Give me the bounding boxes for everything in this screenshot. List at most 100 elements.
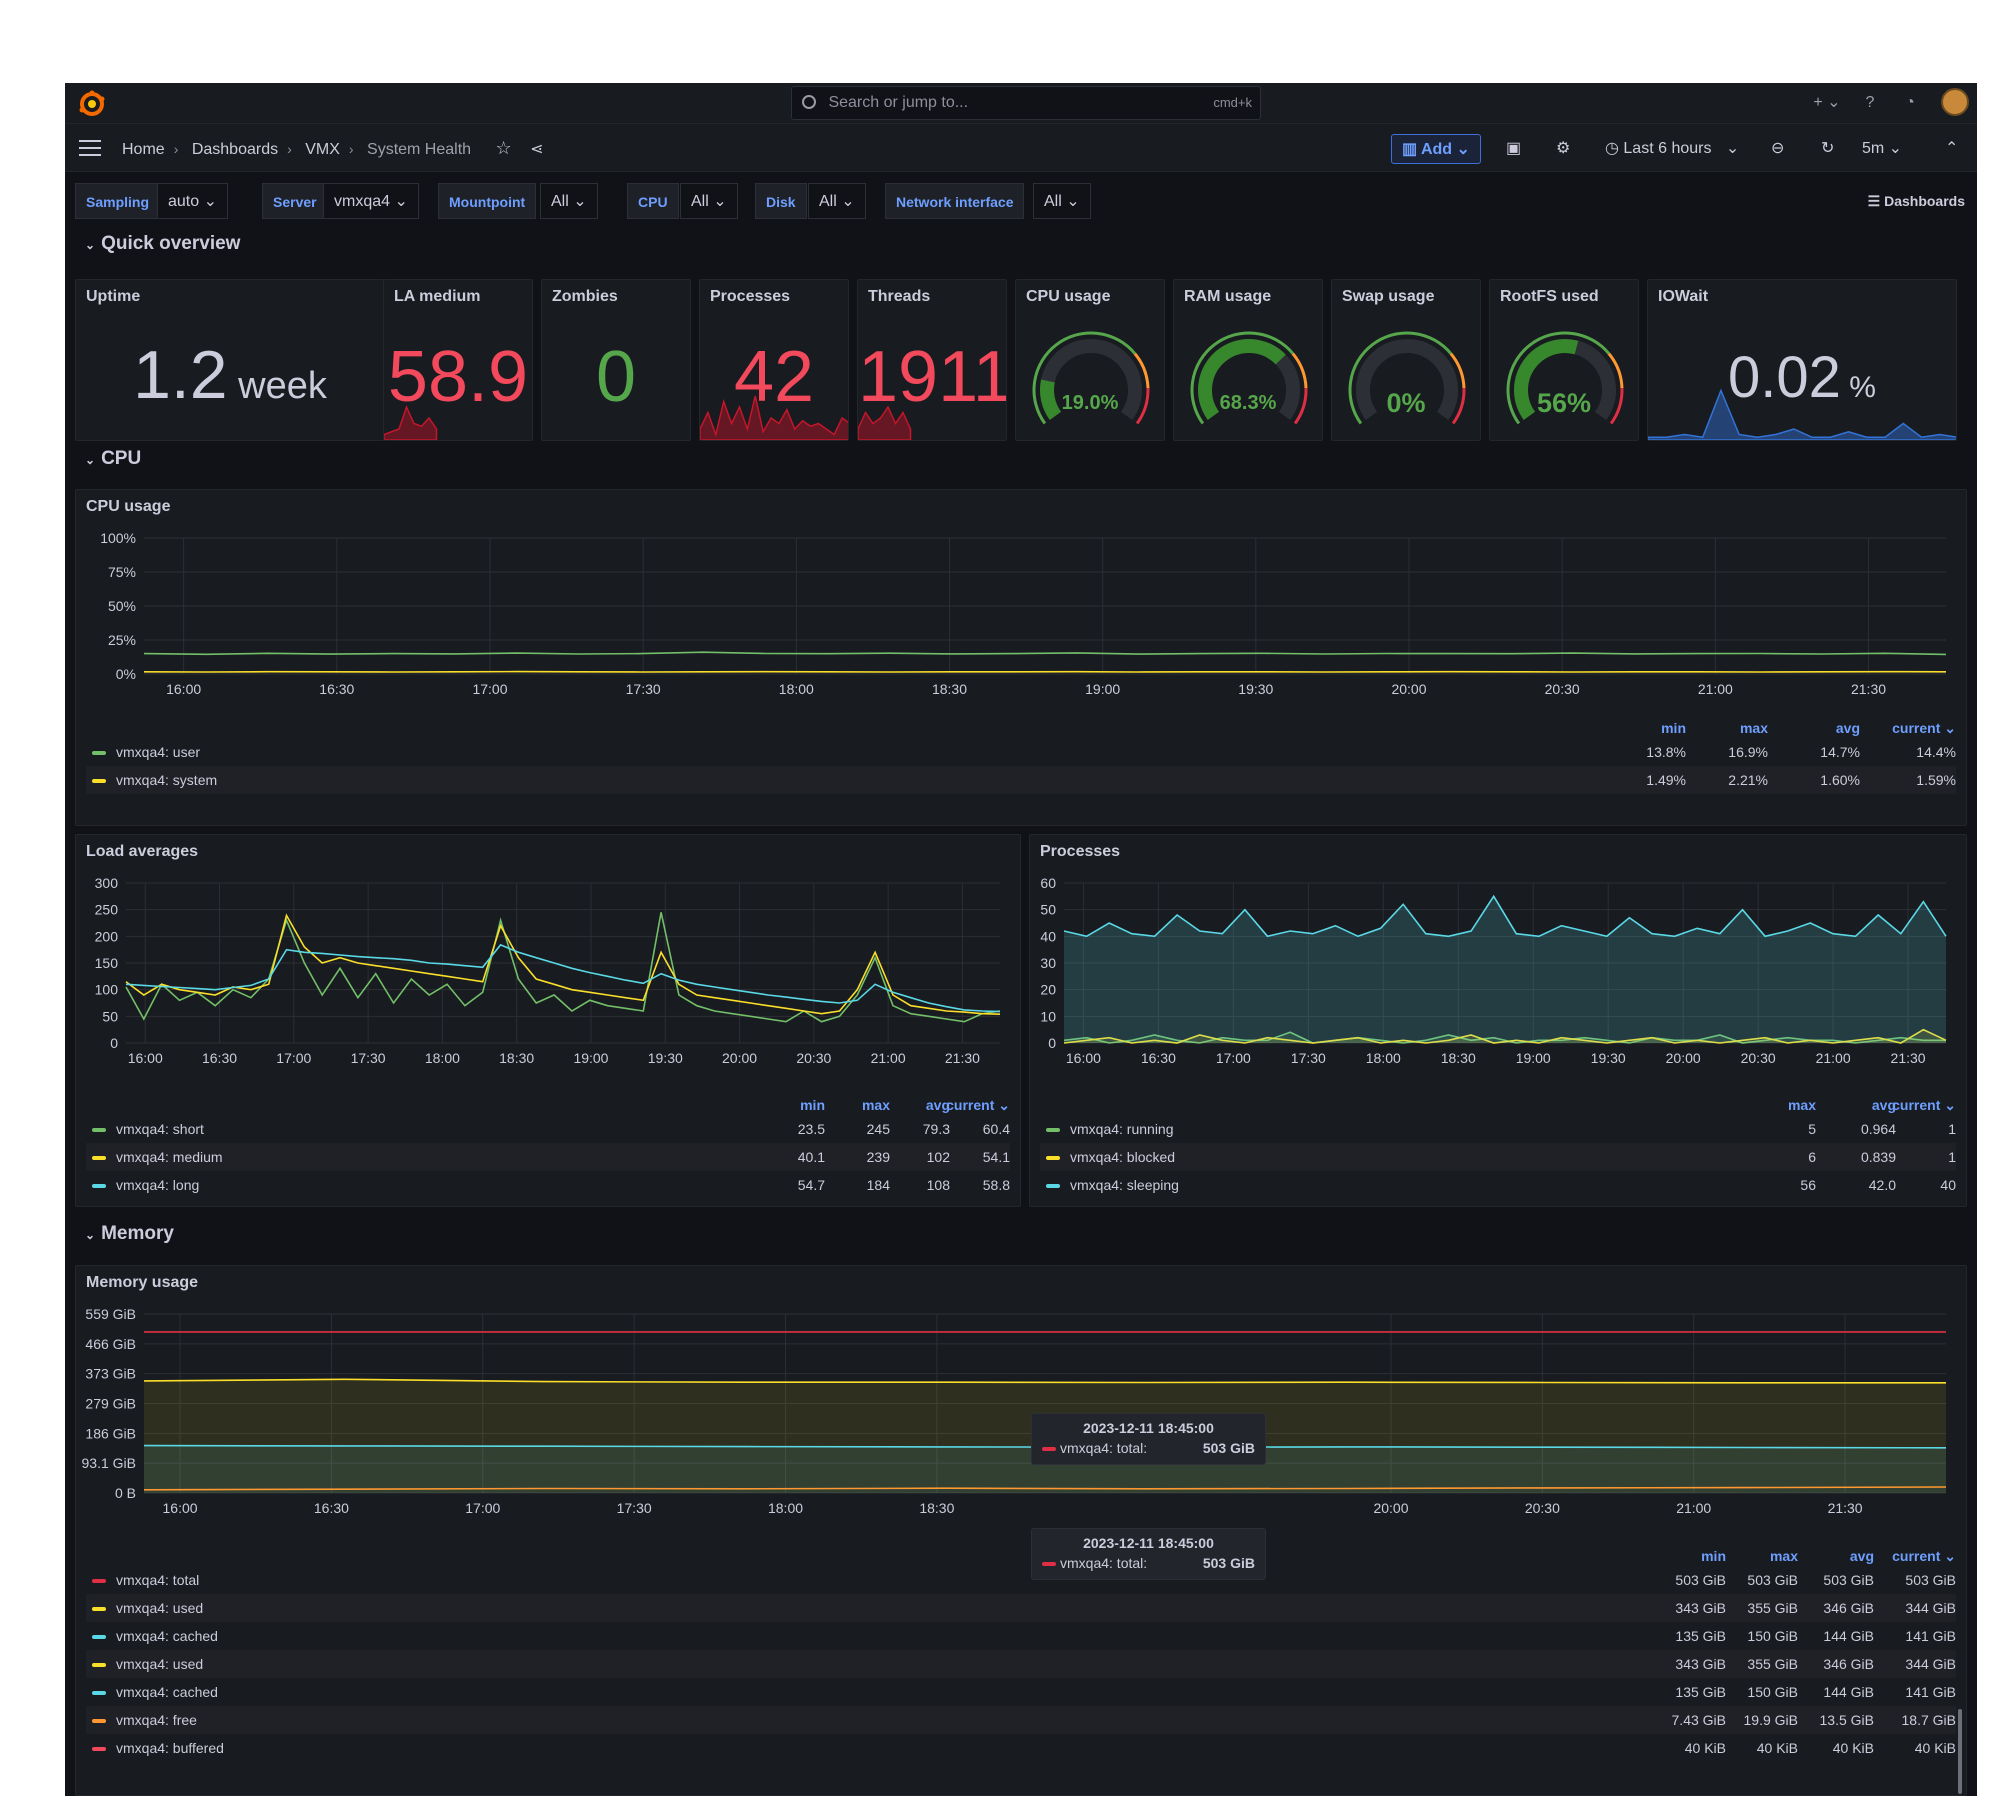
legend-header-max[interactable]: max [1787, 1097, 1816, 1113]
stat-panel-processes[interactable]: Processes 42 [699, 279, 849, 441]
user-avatar[interactable] [1941, 88, 1969, 116]
legend-row[interactable]: vmxqa4: user 13.8% 16.9% 14.7% 14.4% [86, 738, 1956, 766]
legend-value-min: 135 GiB [1675, 1684, 1726, 1700]
legend-header-max[interactable]: max [1769, 1548, 1798, 1564]
panel-load-averages[interactable]: Load averages 0 50 100 150 200 250 300 16:00 16:… [75, 834, 1021, 1207]
panel-cpu-usage[interactable]: CPU usage 0% 25% 50% 75% 100% 16:00 16:30 17:00… [75, 489, 1967, 826]
stat-panel-zombies[interactable]: Zombies 0 [541, 279, 691, 441]
legend-row[interactable]: vmxqa4: blocked 6 0.839 1 [1040, 1143, 1956, 1171]
legend-row[interactable]: vmxqa4: long 54.7 184 108 58.8 [86, 1171, 1010, 1199]
legend-row[interactable]: vmxqa4: buffered 40 KiB 40 KiB 40 KiB 40 KiB [86, 1734, 1956, 1762]
legend-row[interactable]: vmxqa4: free 7.43 GiB 19.9 GiB 13.5 GiB 18.7… [86, 1706, 1956, 1734]
legend-row[interactable]: vmxqa4: used 343 GiB 355 GiB 346 GiB 344 GiB [86, 1594, 1956, 1622]
breadcrumb-vmx[interactable]: VMX [305, 141, 340, 158]
dashboards-link[interactable]: ☰ Dashboards [1868, 183, 1965, 219]
gauge-track [1356, 339, 1458, 420]
legend-header-avg[interactable]: avg [1835, 720, 1860, 736]
legend-row[interactable]: vmxqa4: short 23.5 245 79.3 60.4 [86, 1115, 1010, 1143]
time-range-picker[interactable]: ◷ Last 6 hours ⌄ [1605, 140, 1740, 157]
var-select-mountpoint[interactable]: All ⌄ [540, 183, 598, 219]
legend-row[interactable]: vmxqa4: total 503 GiB 503 GiB 503 GiB 503 Gi… [86, 1566, 1956, 1594]
refresh-interval-picker[interactable]: 5m ⌄ [1862, 140, 1903, 157]
legend-header-current[interactable]: current ⌄ [1892, 1097, 1956, 1113]
legend-row[interactable]: vmxqa4: medium 40.1 239 102 54.1 [86, 1143, 1010, 1171]
legend-value-max: 6 [1808, 1149, 1816, 1165]
var-select-cpu[interactable]: All ⌄ [680, 183, 738, 219]
legend-scrollbar[interactable] [1958, 1709, 1962, 1794]
legend-series-name: vmxqa4: system [116, 772, 218, 788]
y-tick-label: 559 GiB [85, 1306, 136, 1322]
var-select-disk[interactable]: All ⌄ [808, 183, 866, 219]
breadcrumb-home[interactable]: Home [122, 141, 165, 158]
stat-panel-uptime[interactable]: Uptime 1.2 week [75, 279, 385, 441]
legend-series: vmxqa4: cached [86, 1622, 218, 1650]
legend-series-name: vmxqa4: user [116, 744, 201, 760]
var-label-cpu: CPU [627, 183, 679, 219]
row-cpu[interactable]: ⌄ CPU [85, 448, 141, 470]
x-tick-label: 19:00 [573, 1050, 608, 1066]
stat-panel-rootfs-used[interactable]: RootFS used 56% [1489, 279, 1639, 441]
legend-header-current[interactable]: current ⌄ [946, 1097, 1010, 1113]
legend-header-min[interactable]: min [1701, 1548, 1726, 1564]
row-memory[interactable]: ⌄ Memory [85, 1223, 174, 1245]
zoom-out-icon[interactable]: ⊖ [1771, 140, 1785, 157]
legend-series-name: vmxqa4: used [116, 1600, 204, 1616]
legend-row[interactable]: vmxqa4: system 1.49% 2.21% 1.60% 1.59% [86, 766, 1956, 794]
legend-header-avg[interactable]: avg [1871, 1097, 1896, 1113]
panel-processes[interactable]: Processes 0 10 20 30 40 50 60 16:00 16:30 17:00 17… [1029, 834, 1967, 1207]
x-tick-label: 16:30 [1141, 1050, 1176, 1066]
breadcrumb-dashboards[interactable]: Dashboards [191, 141, 279, 158]
stat-panel-ram-usage[interactable]: RAM usage 68.3% [1173, 279, 1323, 441]
legend-header-min[interactable]: min [1661, 720, 1686, 736]
var-select-server[interactable]: vmxqa4 ⌄ [323, 183, 419, 219]
legend-row[interactable]: vmxqa4: used 343 GiB 355 GiB 346 GiB 344 GiB [86, 1650, 1956, 1678]
grafana-logo-icon[interactable] [77, 89, 107, 119]
var-select-network-interface[interactable]: All ⌄ [1033, 183, 1091, 219]
legend-row[interactable]: vmxqa4: running 5 0.964 1 [1040, 1115, 1956, 1143]
share-icon[interactable]: ⋖ [530, 141, 544, 158]
legend-header-min[interactable]: min [800, 1097, 825, 1113]
row-quick-overview[interactable]: ⌄ Quick overview [85, 233, 240, 255]
legend-header-current[interactable]: current ⌄ [1892, 720, 1956, 736]
collapse-chevron-up-icon[interactable]: ⌃ [1945, 140, 1959, 157]
search-input[interactable]: Search or jump to... cmd+k [791, 86, 1261, 120]
stat-panel-la-medium[interactable]: LA medium 58.9 [383, 279, 533, 441]
x-tick-label: 16:30 [314, 1500, 349, 1516]
help-icon[interactable]: ? [1865, 94, 1875, 111]
panel-title: Uptime [86, 288, 141, 305]
search-icon [802, 95, 816, 109]
legend-header-avg[interactable]: avg [925, 1097, 950, 1113]
settings-gear-icon[interactable]: ⚙ [1556, 140, 1571, 157]
new-menu-button[interactable]: + ⌄ [1813, 94, 1841, 111]
menu-icon[interactable] [79, 140, 101, 156]
var-select-sampling[interactable]: auto ⌄ [157, 183, 228, 219]
var-label-sampling: Sampling [75, 183, 161, 219]
x-tick-label: 19:30 [1591, 1050, 1626, 1066]
panel-memory-usage[interactable]: Memory usage 0 B 93.1 GiB 186 GiB 279 GiB 37… [75, 1265, 1967, 1796]
refresh-icon[interactable]: ↻ [1821, 140, 1835, 157]
gauge-value: 68.3% [1219, 392, 1277, 414]
stat-panel-cpu-usage[interactable]: CPU usage 19.0% [1015, 279, 1165, 441]
legend-row[interactable]: vmxqa4: sleeping 56 42.0 40 [1040, 1171, 1956, 1199]
sparkline [700, 395, 848, 440]
cpu-usage-chart: 0% 25% 50% 75% 100% 16:00 16:30 17:00 17:30 18:00… [100, 530, 1947, 697]
stat-panel-swap-usage[interactable]: Swap usage 0% [1331, 279, 1481, 441]
news-feed-icon[interactable]: ◔ [1905, 94, 1915, 111]
save-icon[interactable]: ▣ [1506, 140, 1522, 157]
legend-header-max[interactable]: max [1739, 720, 1768, 736]
legend-row[interactable]: vmxqa4: cached 135 GiB 150 GiB 144 GiB 141 G… [86, 1622, 1956, 1650]
legend-value-avg: 108 [926, 1177, 950, 1193]
legend-series: vmxqa4: free [86, 1706, 197, 1734]
stat-value: 42 [700, 336, 848, 418]
legend-header-current[interactable]: current ⌄ [1892, 1548, 1956, 1564]
gauge-fill [1198, 339, 1286, 420]
legend-header-avg[interactable]: avg [1849, 1548, 1874, 1564]
x-tick-label: 18:00 [425, 1050, 460, 1066]
legend-row[interactable]: vmxqa4: cached 135 GiB 150 GiB 144 GiB 141 G… [86, 1678, 1956, 1706]
legend-header-max[interactable]: max [861, 1097, 890, 1113]
x-tick-label: 20:30 [1525, 1500, 1560, 1516]
add-button[interactable]: ▥ Add ⌄ [1391, 134, 1481, 164]
stat-panel-threads[interactable]: Threads 1911 [857, 279, 1007, 441]
stat-panel-iowait[interactable]: IOWait 0.02 % [1647, 279, 1957, 441]
star-icon[interactable]: ☆ [495, 138, 512, 158]
